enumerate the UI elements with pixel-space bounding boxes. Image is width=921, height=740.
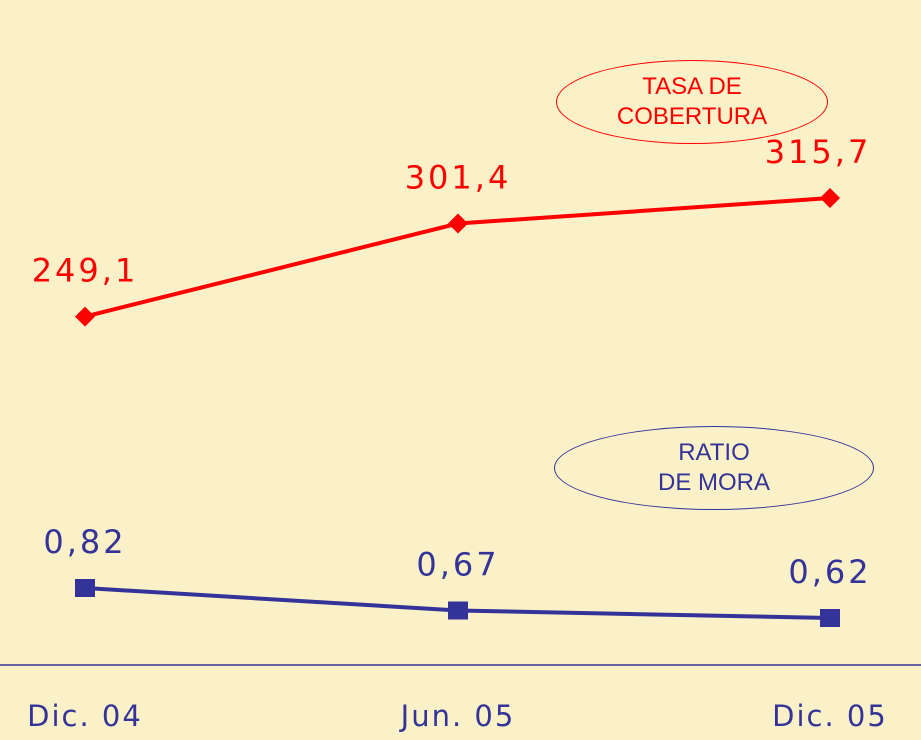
marker bbox=[820, 609, 840, 627]
x-tick-label: Jun. 05 bbox=[399, 699, 516, 733]
data-label: 301,4 bbox=[405, 159, 512, 197]
data-label: 0,67 bbox=[416, 546, 499, 584]
marker bbox=[820, 188, 840, 209]
x-tick-label: Dic. 05 bbox=[772, 699, 888, 733]
data-label: 249,1 bbox=[32, 252, 139, 290]
marker bbox=[75, 306, 95, 327]
legend-entry: TASA DE COBERTURA bbox=[556, 60, 828, 144]
data-label: 0,62 bbox=[788, 553, 871, 591]
legend-entry: RATIO DE MORA bbox=[554, 426, 874, 510]
marker bbox=[448, 213, 468, 234]
data-label: 315,7 bbox=[765, 133, 872, 171]
x-tick-label: Dic. 04 bbox=[27, 699, 143, 733]
marker bbox=[448, 601, 468, 620]
marker bbox=[75, 579, 95, 597]
data-label: 0,82 bbox=[43, 523, 126, 561]
